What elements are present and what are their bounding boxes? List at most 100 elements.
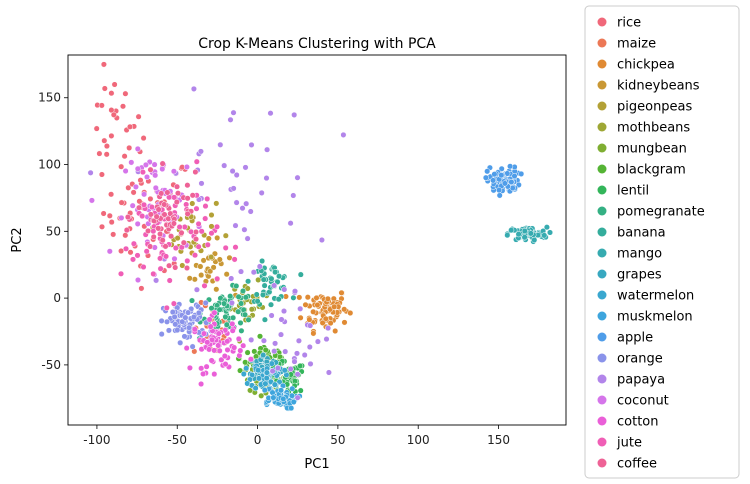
legend-marker [597, 416, 607, 426]
data-point [508, 227, 515, 234]
data-point [297, 314, 304, 321]
legend-label: grapes [617, 268, 662, 283]
data-point [206, 346, 213, 353]
data-point [106, 248, 113, 255]
data-point [527, 230, 534, 237]
data-point [180, 239, 187, 246]
data-point [207, 323, 214, 330]
data-point [240, 370, 247, 378]
data-point [277, 387, 285, 394]
data-point [543, 224, 550, 231]
legend-label: banana [617, 226, 666, 241]
data-point [256, 333, 264, 340]
data-point [272, 340, 279, 347]
legend-marker [597, 38, 607, 48]
data-point [197, 263, 204, 270]
data-point [213, 286, 220, 293]
data-point [541, 232, 548, 239]
data-point [101, 137, 108, 144]
data-point [178, 229, 185, 236]
data-point [235, 293, 242, 300]
data-point [267, 110, 274, 117]
data-point [182, 314, 189, 321]
data-point [192, 236, 200, 243]
data-point [161, 201, 168, 208]
data-point [260, 276, 267, 283]
data-point [184, 182, 191, 189]
data-point [237, 319, 244, 326]
x-axis-label: PC1 [304, 457, 329, 472]
data-point [238, 327, 245, 334]
data-point [508, 178, 515, 186]
data-point [202, 203, 209, 210]
data-point [214, 234, 221, 241]
data-point [129, 256, 137, 263]
data-point [108, 107, 115, 114]
data-point [204, 241, 211, 248]
data-point [179, 262, 186, 269]
y-tick-label: -50 [41, 358, 61, 372]
data-point [183, 264, 191, 272]
data-point [132, 183, 139, 190]
data-point [269, 368, 276, 375]
data-point [162, 243, 169, 250]
data-point [301, 351, 308, 359]
data-point [142, 161, 149, 168]
data-point [304, 294, 311, 301]
data-point [184, 195, 191, 202]
data-point [254, 298, 261, 305]
data-point [307, 360, 314, 367]
data-point [98, 223, 106, 230]
data-point [185, 309, 192, 316]
data-point [295, 337, 302, 344]
data-point [184, 210, 191, 217]
legend-marker [597, 248, 607, 258]
data-point [239, 287, 247, 295]
data-point [306, 316, 313, 323]
legend-label: papaya [617, 373, 665, 388]
legend-marker [597, 332, 607, 342]
data-point [498, 172, 505, 179]
data-point [293, 350, 301, 357]
data-point [140, 263, 147, 271]
data-point [122, 90, 129, 97]
data-point [224, 338, 231, 345]
scatter-points [87, 61, 554, 412]
data-point [126, 144, 133, 151]
data-point [310, 330, 317, 337]
data-point [98, 171, 105, 178]
data-point [108, 191, 115, 198]
x-axis-ticks: -100 -50 0 50 100 150 [83, 425, 510, 447]
data-point [152, 172, 159, 179]
data-point [159, 237, 166, 244]
data-point [200, 330, 208, 337]
data-point [155, 206, 162, 213]
data-point [150, 233, 157, 240]
data-point [186, 364, 193, 371]
data-point [158, 331, 165, 338]
legend-label: jute [616, 436, 642, 451]
data-point [504, 232, 511, 239]
data-point [191, 252, 199, 259]
data-point [174, 235, 181, 242]
data-point [302, 301, 309, 308]
data-point [106, 212, 113, 219]
data-point [198, 228, 205, 235]
data-point [233, 171, 240, 179]
data-point [319, 319, 326, 326]
series-chickpea [282, 289, 354, 337]
data-point [521, 234, 528, 241]
data-point [288, 405, 295, 412]
legend-label: rice [617, 16, 641, 31]
x-tick-label: 50 [330, 433, 345, 447]
series-coffee [123, 160, 200, 272]
data-point [248, 306, 255, 313]
data-point [263, 175, 270, 182]
data-point [318, 236, 325, 244]
data-point [314, 338, 321, 345]
data-point [235, 335, 242, 342]
data-point [103, 143, 110, 150]
data-point [201, 282, 208, 289]
data-point [245, 316, 252, 323]
